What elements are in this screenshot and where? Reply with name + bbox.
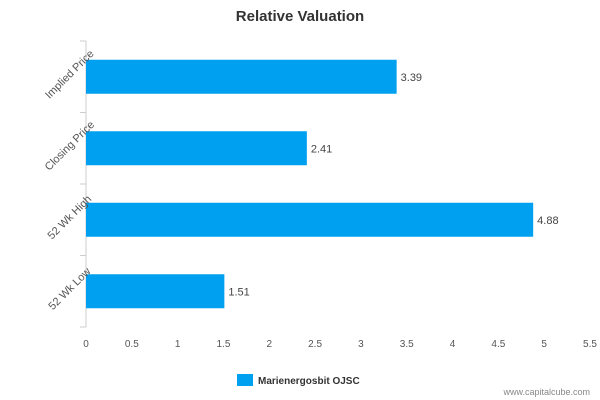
x-tick-label: 2.5 (308, 339, 322, 350)
data-label-implied-price: 3.39 (401, 72, 422, 84)
category-ticks (80, 40, 86, 328)
x-tick-label: 4 (450, 339, 456, 350)
x-tick-label: 2 (266, 339, 272, 350)
bar-52-wk-low (86, 274, 225, 309)
x-tick-label: 1.5 (217, 339, 231, 350)
x-tick-label: 0.5 (125, 339, 139, 350)
bar-52-wk-high (86, 202, 534, 237)
watermark: www.capitalcube.com (502, 387, 590, 397)
legend: Marienergosbit OJSC (237, 374, 360, 387)
x-tick-label: 5.5 (583, 339, 597, 350)
x-tick-label: 3.5 (400, 339, 414, 350)
data-label-52-wk-low: 1.51 (228, 286, 249, 298)
bar-implied-price (86, 59, 397, 94)
data-labels: 3.39 2.41 4.88 1.51 (228, 72, 558, 299)
x-tick-label: 0 (83, 339, 89, 350)
x-tick-label: 3 (358, 339, 364, 350)
bar-closing-price (86, 131, 307, 166)
data-label-closing-price: 2.41 (311, 143, 332, 155)
bars (86, 59, 534, 309)
x-tick-labels: 0 0.5 1 1.5 2 2.5 3 3.5 4 4.5 5 5.5 (83, 339, 597, 350)
x-tick-label: 1 (175, 339, 181, 350)
legend-swatch-marienergosbit (237, 374, 253, 386)
legend-label-marienergosbit: Marienergosbit OJSC (258, 376, 360, 387)
chart-title: Relative Valuation (236, 8, 364, 25)
x-tick-label: 5 (541, 339, 547, 350)
x-tick-label: 4.5 (491, 339, 505, 350)
data-label-52-wk-high: 4.88 (537, 215, 558, 227)
